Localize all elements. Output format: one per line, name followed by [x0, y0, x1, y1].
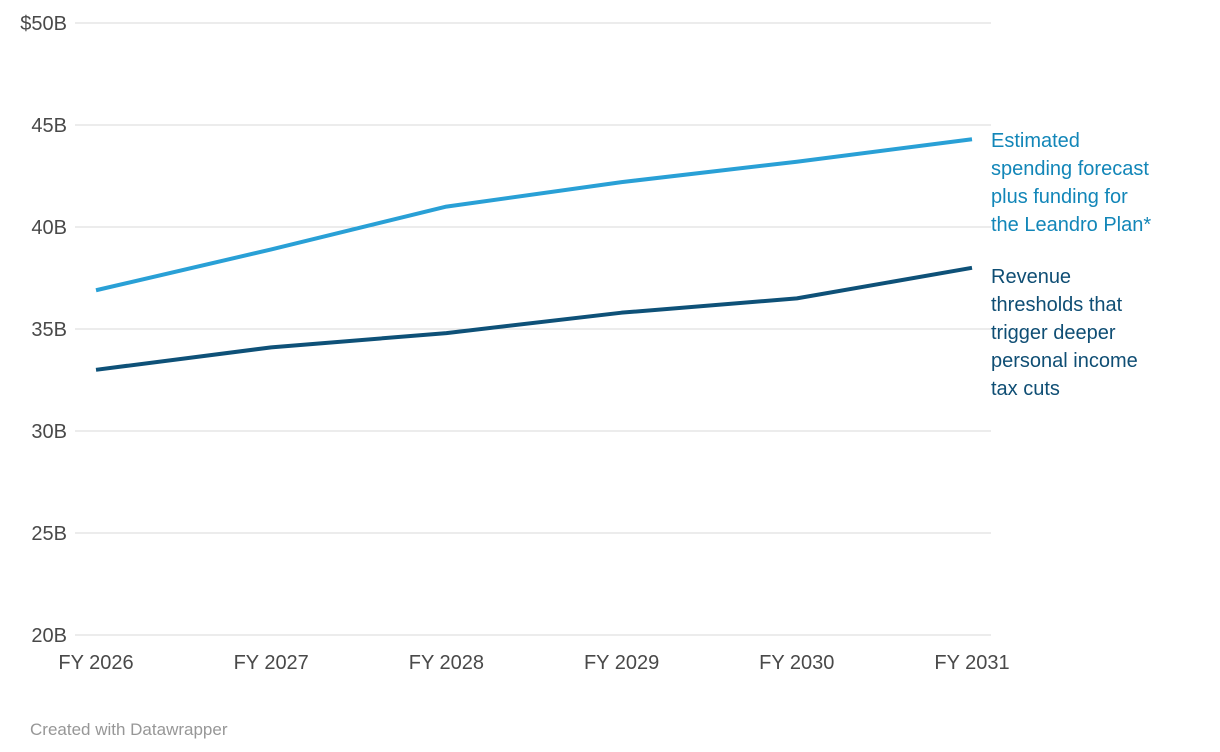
y-axis-tick-label: 30B [31, 421, 67, 443]
series-label-spending-forecast: Estimated spending forecast plus funding… [991, 130, 1152, 236]
series-label-revenue-thresholds: Revenue thresholds that trigger deeper p… [991, 266, 1138, 400]
y-axis-tick-label: 45B [31, 115, 67, 137]
x-axis-tick-label: FY 2031 [934, 652, 1009, 674]
x-axis-tick-label: FY 2030 [759, 652, 834, 674]
y-axis-tick-label: 25B [31, 523, 67, 545]
y-axis-tick-label: 20B [31, 625, 67, 647]
datawrapper-attribution: Created with Datawrapper [30, 720, 228, 739]
data-line-series-0 [95, 137, 973, 293]
y-axis-tick-label: $50B [20, 13, 67, 35]
x-axis-tick-label: FY 2027 [234, 652, 309, 674]
x-axis-tick-label: FY 2029 [584, 652, 659, 674]
data-line-series-1 [95, 265, 973, 372]
x-axis-tick-label: FY 2028 [409, 652, 484, 674]
y-axis-tick-label: 40B [31, 217, 67, 239]
line-chart-canvas: $50B 45B 40B 35B 30B 25B 20B FY 2026 FY 2027 FY 2… [20, 13, 1009, 674]
x-axis-tick-label: FY 2026 [58, 652, 133, 674]
y-axis-tick-label: 35B [31, 319, 67, 341]
